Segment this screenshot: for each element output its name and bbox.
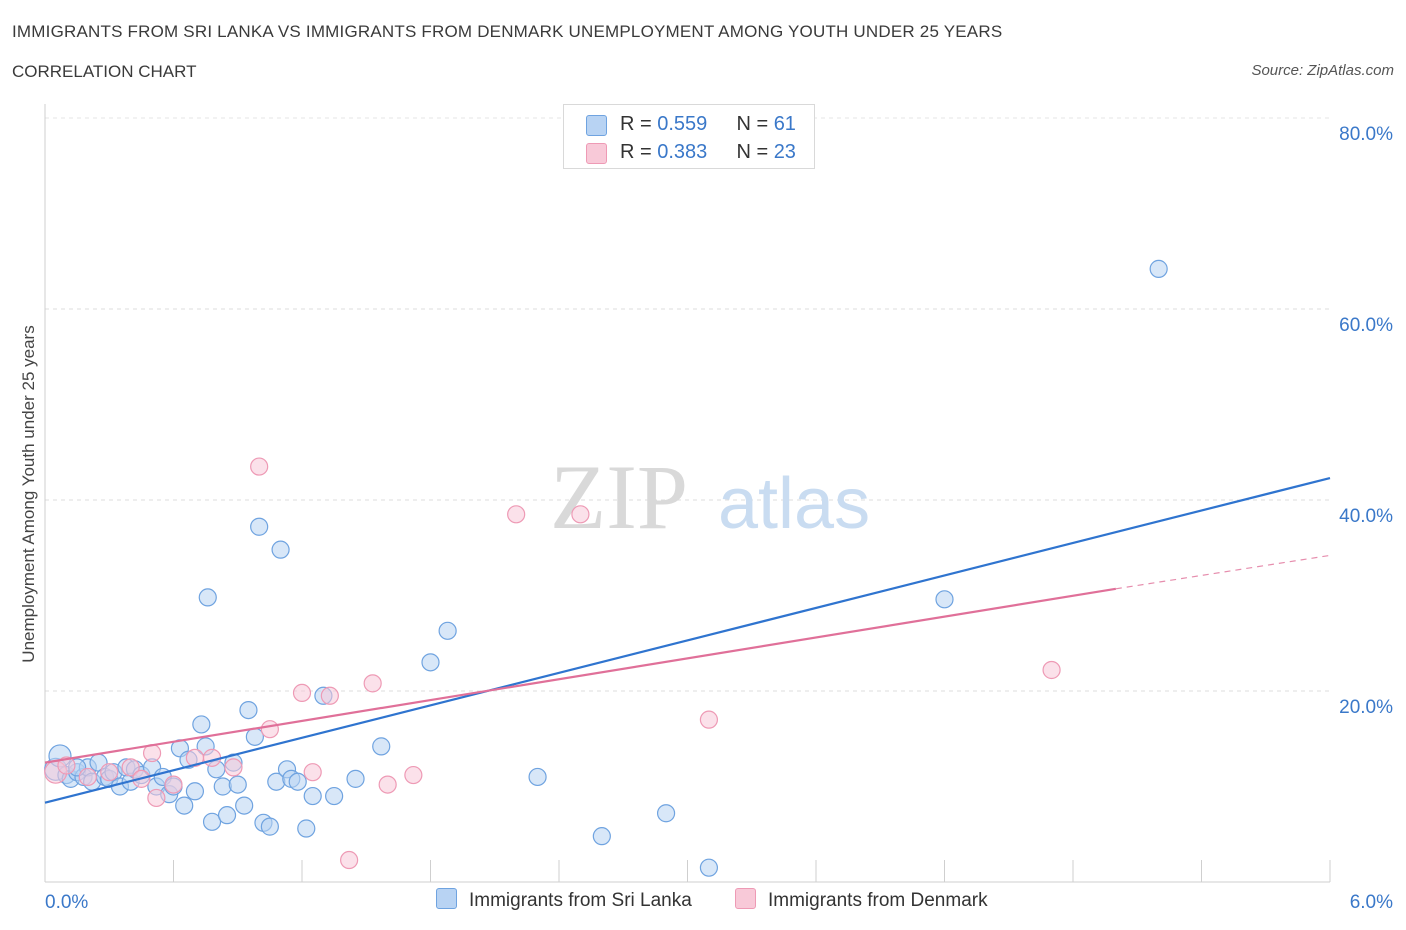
point-sri-lanka (202, 812, 222, 831)
point-sri-lanka (213, 777, 232, 796)
watermark-zip: ZIP (550, 446, 688, 548)
n-value: 61 (773, 113, 796, 135)
point-denmark (699, 710, 719, 729)
legend-label-sri-lanka: Immigrants from Sri Lanka (469, 890, 692, 911)
point-denmark (224, 758, 243, 777)
point-sri-lanka (325, 786, 344, 806)
point-sri-lanka (260, 817, 279, 836)
point-sri-lanka (421, 653, 440, 672)
point-sri-lanka (438, 621, 457, 640)
point-sri-lanka (528, 767, 547, 787)
legend-item-sri-lanka: Immigrants from Sri Lanka (436, 888, 692, 914)
point-denmark (78, 767, 97, 787)
point-sri-lanka (198, 588, 217, 607)
trend-line-denmark-extension (1115, 554, 1331, 590)
chart-subtitle: CORRELATION CHART (12, 62, 197, 81)
y-tick-label: 20.0% (1339, 697, 1393, 718)
legend-item-denmark: Immigrants from Denmark (735, 888, 988, 914)
point-sri-lanka (303, 786, 322, 806)
point-denmark (363, 674, 382, 693)
point-denmark (202, 748, 222, 767)
point-denmark (303, 763, 322, 782)
watermark-atlas: atlas (718, 464, 870, 544)
trend-lines (44, 476, 1331, 804)
x-tick-label: 0.0% (45, 892, 88, 913)
point-sri-lanka (217, 806, 237, 825)
x-tick-label: 6.0% (1350, 892, 1393, 913)
n-label: N = (736, 113, 774, 135)
point-sri-lanka (192, 715, 211, 734)
source-note: Source: ZipAtlas.com (1251, 62, 1394, 79)
point-denmark (260, 720, 279, 739)
point-denmark (164, 775, 183, 794)
sri-lanka-swatch (586, 115, 607, 136)
point-denmark (292, 683, 312, 703)
point-denmark (250, 457, 269, 476)
trend-line-sri-lanka (44, 476, 1331, 804)
legend-swatch-denmark (735, 888, 756, 909)
point-denmark (1042, 660, 1061, 680)
point-denmark (57, 756, 76, 775)
point-sri-lanka (699, 858, 719, 877)
y-tick-label: 40.0% (1339, 506, 1393, 527)
point-denmark (378, 775, 397, 794)
point-sri-lanka (935, 590, 954, 609)
n-value: 23 (773, 141, 796, 163)
r-label: R = (620, 141, 658, 163)
y-axis-label: Unemployment Among Youth under 25 years (19, 325, 38, 662)
point-denmark (121, 758, 140, 777)
point-sri-lanka (235, 796, 254, 815)
tick-labels: 80.0% 60.0% 40.0% 20.0% 0.0% 6.0% (45, 124, 1393, 913)
point-sri-lanka (185, 782, 205, 801)
point-sri-lanka (592, 827, 611, 846)
point-sri-lanka (245, 727, 264, 746)
point-sri-lanka (656, 804, 676, 823)
point-denmark (404, 765, 423, 785)
point-sri-lanka (271, 540, 290, 559)
axes (44, 104, 1331, 883)
y-tick-label: 80.0% (1339, 124, 1393, 145)
point-sri-lanka (346, 769, 365, 788)
y-tick-label: 60.0% (1339, 315, 1393, 336)
r-value: 0.383 (657, 141, 708, 163)
point-sri-lanka (297, 819, 316, 838)
data-points (44, 259, 1168, 877)
trend-line-denmark (44, 587, 1117, 764)
point-sri-lanka (250, 517, 269, 536)
legend-label-denmark: Immigrants from Denmark (768, 890, 988, 911)
grid-lines (45, 117, 1330, 692)
r-label: R = (620, 113, 658, 135)
point-sri-lanka (288, 772, 307, 791)
point-denmark (571, 505, 590, 524)
r-value: 0.559 (657, 113, 708, 135)
point-sri-lanka (228, 775, 247, 794)
point-sri-lanka (175, 796, 194, 815)
point-sri-lanka (239, 700, 258, 720)
point-denmark (147, 788, 166, 808)
point-denmark (320, 686, 339, 705)
chart-title: IMMIGRANTS FROM SRI LANKA VS IMMIGRANTS … (12, 22, 1003, 41)
denmark-swatch (586, 143, 607, 164)
n-label: N = (736, 141, 774, 163)
point-denmark (340, 850, 359, 870)
legend-swatch-sri-lanka (436, 888, 457, 909)
point-sri-lanka (1149, 259, 1168, 278)
point-denmark (507, 505, 526, 524)
point-denmark (100, 763, 119, 782)
point-sri-lanka (372, 737, 391, 756)
stats-legend: R = 0.559 N = 61 R = 0.383 N = 23 (563, 104, 815, 169)
